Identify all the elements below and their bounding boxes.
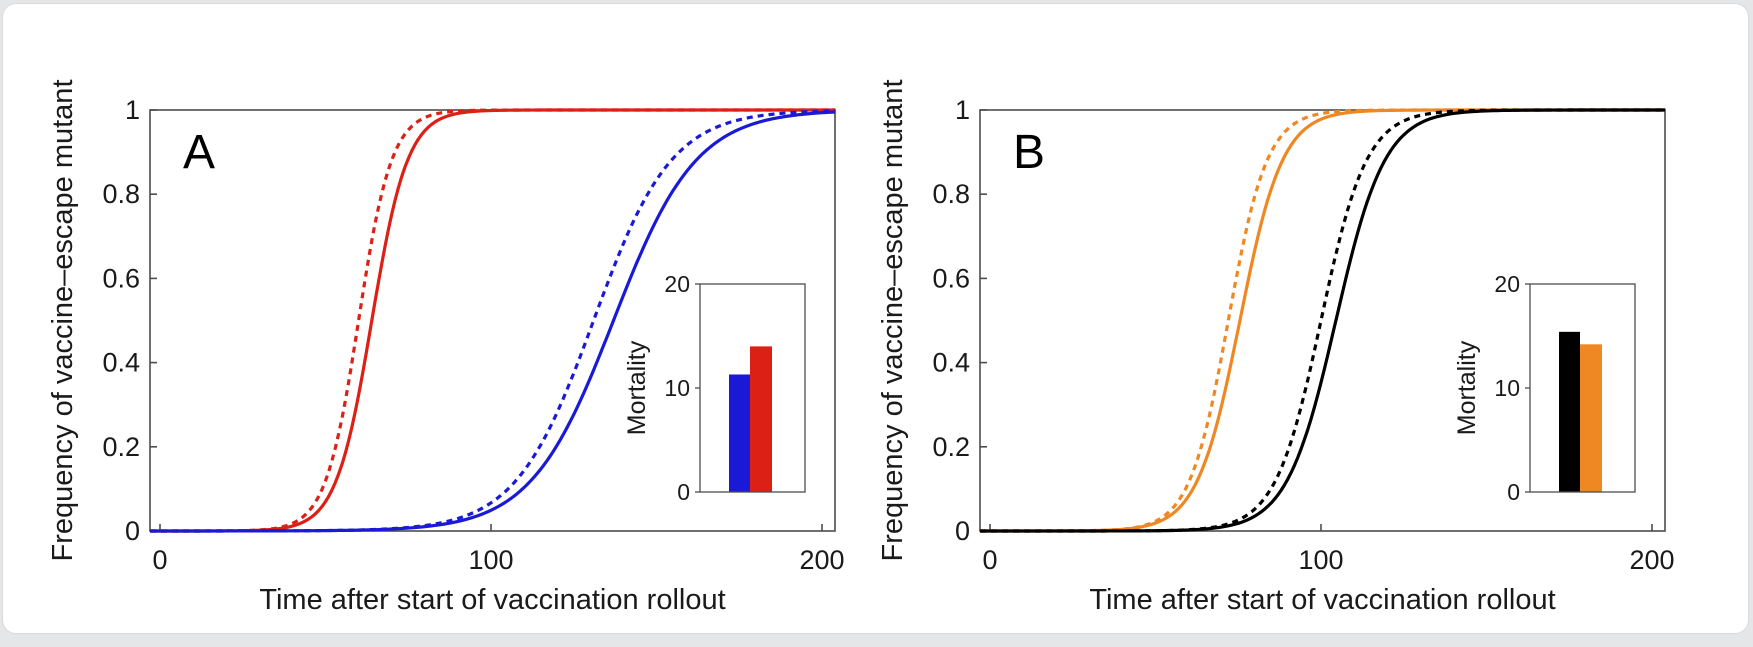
figure-card [2,3,1749,634]
y-tick-label: 1 [955,95,970,125]
inset-y-tick-label: 0 [1507,479,1520,505]
x-tick-label: 200 [799,545,844,575]
x-tick-label: 200 [1629,545,1674,575]
inset-bar-orange-bar [1580,344,1602,492]
curve-black-solid [980,108,1666,533]
y-tick-label: 0.4 [102,348,140,378]
y-tick-label: 0.6 [932,263,970,293]
x-tick-label: 100 [468,545,513,575]
x-tick-label: 0 [152,545,167,575]
inset-y-tick-label: 10 [664,375,690,401]
y-tick-label: 0.2 [932,432,970,462]
x-tick-label: 100 [1298,545,1343,575]
panel-letter: B [1013,126,1045,179]
y-tick-label: 0 [125,516,140,546]
x-axis-label: Time after start of vaccination rollout [1089,584,1555,616]
y-tick-label: 0.8 [102,179,140,209]
inset-y-tick-label: 20 [1494,271,1520,297]
y-tick-label: 0.2 [102,432,140,462]
y-axis-label: Frequency of vaccine–escape mutant [47,80,79,562]
y-tick-label: 0.8 [932,179,970,209]
panel-B: 0 0.2 0.4 0.6 0.8 1 0 100 200 Frequency of vaccin… [830,0,1706,642]
x-axis-label: Time after start of vaccination rollout [259,584,725,616]
y-tick-label: 0 [955,516,970,546]
panel-letter: A [183,126,215,179]
x-tick-label: 0 [982,545,997,575]
y-tick-label: 0.6 [102,263,140,293]
plot-box [979,109,1666,532]
inset-bar-red-bar [750,346,772,492]
y-axis-label: Frequency of vaccine–escape mutant [877,80,909,562]
y-tick-label: 1 [125,95,140,125]
inset-bar-blue-bar [729,374,750,492]
curve-blue-solid [150,110,836,533]
inset-y-tick-label: 20 [664,271,690,297]
y-tick-label: 0.4 [932,348,970,378]
inset-y-axis-label: Mortality [1453,340,1481,435]
inset-y-axis-label: Mortality [623,340,651,435]
panel-A: 0 0.2 0.4 0.6 0.8 1 0 100 200 Frequency of vaccin… [0,0,876,642]
inset-y-tick-label: 0 [677,479,690,505]
inset-bar-black-bar [1559,331,1580,492]
inset-y-tick-label: 10 [1494,375,1520,401]
